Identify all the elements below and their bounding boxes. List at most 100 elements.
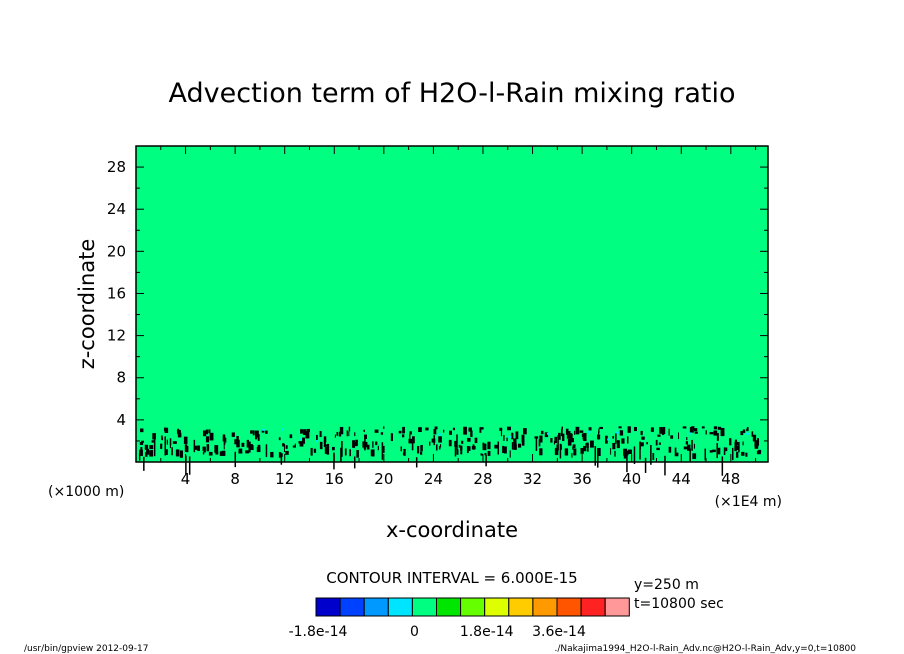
noise-speck (418, 427, 422, 433)
noise-speck (140, 429, 142, 432)
noise-speck (619, 430, 624, 436)
noise-speck (618, 426, 622, 429)
noise-speck (454, 440, 457, 447)
noise-speck (479, 427, 482, 433)
noise-speck (480, 453, 483, 456)
noise-speck (319, 441, 323, 450)
noise-streak (185, 455, 187, 475)
noise-speck (640, 430, 643, 436)
noise-speck (435, 444, 438, 451)
noise-speck (344, 448, 347, 456)
noise-speck (571, 453, 573, 458)
noise-speck (442, 429, 445, 433)
noise-streak (193, 439, 196, 453)
noise-speck (282, 443, 285, 447)
noise-streak (633, 446, 636, 465)
noise-speck (670, 435, 674, 439)
noise-speck (713, 430, 718, 436)
noise-speck (257, 444, 261, 450)
noise-speck (307, 429, 309, 433)
footer-right: ./Nakajima1994_H2O-l-Rain_Adv.nc@H2O-l-R… (555, 644, 857, 654)
noise-speck (141, 440, 144, 443)
noise-speck (657, 434, 661, 437)
noise-speck (349, 449, 351, 457)
noise-speck (658, 442, 661, 445)
noise-speck (484, 452, 487, 456)
noise-speck (283, 444, 285, 452)
noise-streak (454, 445, 457, 457)
noise-streak (485, 454, 487, 467)
noise-speck (139, 449, 143, 456)
noise-speck (256, 446, 261, 453)
noise-speck (650, 427, 654, 432)
y-tick-label: 20 (107, 242, 126, 260)
noise-speck (398, 430, 402, 434)
noise-speck (523, 428, 527, 435)
noise-speck (628, 449, 632, 454)
noise-speck (205, 436, 210, 443)
noise-speck (294, 443, 296, 448)
noise-speck (470, 430, 473, 437)
noise-speck (208, 429, 211, 434)
noise-speck (487, 450, 491, 456)
noise-speck (659, 427, 663, 434)
x-tick-label: 12 (275, 470, 294, 488)
plot-background (136, 146, 768, 462)
noise-speck (517, 443, 522, 448)
noise-speck (289, 434, 293, 439)
noise-speck (502, 445, 505, 454)
noise-speck (452, 427, 456, 431)
x-unit-left: (×1000 m) (48, 484, 124, 500)
colorbar-label: 0 (410, 624, 419, 640)
noise-speck (585, 443, 589, 446)
noise-speck (713, 426, 718, 430)
noise-speck (313, 448, 317, 453)
noise-speck (302, 437, 305, 444)
noise-speck (610, 448, 612, 455)
noise-cyan-speck (508, 435, 512, 438)
noise-streak (597, 448, 599, 468)
colorbar-bin (556, 597, 582, 617)
noise-speck (515, 431, 519, 440)
noise-speck (250, 430, 253, 434)
x-tick-label: 44 (672, 470, 691, 488)
noise-speck (507, 426, 511, 431)
noise-speck (448, 439, 452, 447)
noise-speck (521, 434, 525, 443)
noise-streak (721, 456, 724, 476)
noise-speck (177, 432, 182, 438)
noise-speck (513, 443, 517, 450)
noise-speck (166, 439, 168, 445)
noise-speck (440, 444, 442, 448)
noise-streak (265, 444, 268, 457)
noise-speck (298, 441, 301, 444)
noise-speck (460, 445, 463, 451)
noise-speck (590, 440, 594, 448)
noise-streak (716, 443, 718, 459)
x-tick-label: 40 (622, 470, 641, 488)
noise-speck (140, 447, 143, 451)
noise-speck (241, 442, 245, 447)
noise-speck (193, 445, 198, 450)
noise-speck (339, 426, 344, 435)
info-y: y=250 m (634, 577, 699, 593)
noise-speck (382, 445, 385, 453)
noise-speck (417, 445, 420, 454)
noise-speck (254, 430, 259, 438)
noise-speck (331, 446, 335, 451)
noise-speck (433, 429, 437, 435)
noise-speck (566, 431, 571, 439)
noise-speck (565, 428, 569, 435)
noise-speck (480, 427, 484, 430)
noise-speck (336, 431, 339, 436)
noise-streak (381, 442, 384, 460)
noise-speck (616, 440, 620, 449)
noise-speck (169, 438, 172, 446)
noise-speck (678, 432, 680, 440)
noise-streak (456, 434, 458, 451)
noise-speck (354, 432, 356, 437)
noise-speck (278, 437, 281, 441)
noise-speck (238, 451, 243, 454)
noise-speck (234, 439, 237, 445)
noise-speck (579, 430, 584, 433)
